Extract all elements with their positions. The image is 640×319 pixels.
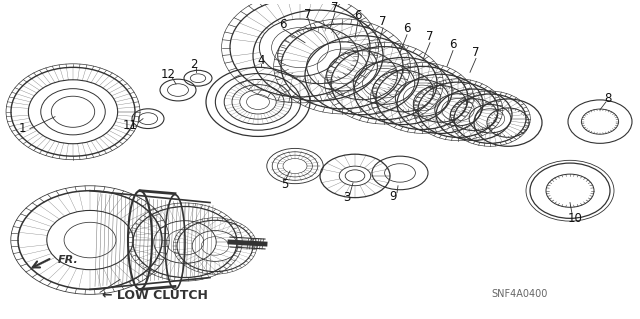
Text: 9: 9 (389, 190, 397, 203)
Text: 12: 12 (161, 68, 175, 81)
Text: 7: 7 (304, 8, 312, 20)
Text: 10: 10 (568, 212, 582, 225)
Text: 7: 7 (472, 46, 480, 59)
Text: 7: 7 (426, 30, 434, 43)
Text: 1: 1 (19, 122, 26, 135)
Text: 11: 11 (122, 119, 138, 132)
Text: 6: 6 (403, 22, 411, 35)
Text: 7: 7 (380, 15, 387, 28)
Text: 3: 3 (343, 191, 351, 204)
Text: 5: 5 (282, 178, 289, 191)
Text: 8: 8 (604, 93, 612, 105)
Text: 6: 6 (449, 38, 457, 51)
Text: 6: 6 (355, 9, 362, 22)
Text: SNF4A0400: SNF4A0400 (492, 289, 548, 299)
Text: 7: 7 (332, 1, 339, 14)
Text: FR.: FR. (58, 255, 79, 265)
Text: 2: 2 (190, 58, 198, 71)
Text: 4: 4 (257, 54, 265, 67)
Text: ← LOW CLUTCH: ← LOW CLUTCH (102, 289, 208, 302)
Text: 6: 6 (279, 19, 287, 31)
